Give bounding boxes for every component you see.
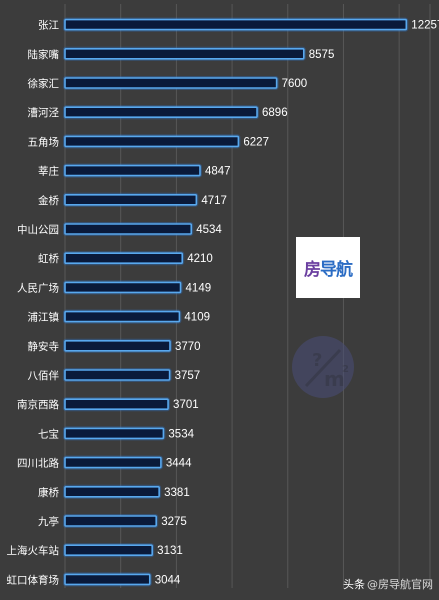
bar bbox=[64, 106, 258, 118]
bar bbox=[64, 310, 181, 323]
bar bbox=[64, 456, 162, 469]
value-label: 8575 bbox=[309, 49, 335, 61]
watermark-question: ? bbox=[312, 350, 322, 371]
category-label: 徐家汇 bbox=[28, 77, 60, 90]
bar bbox=[64, 281, 182, 294]
category-label: 康桥 bbox=[38, 486, 59, 499]
value-label: 4210 bbox=[187, 253, 213, 265]
category-label: 陆家嘴 bbox=[28, 48, 60, 61]
bar bbox=[64, 164, 201, 177]
footer-account: @房导航官网 bbox=[367, 578, 433, 591]
value-label: 3275 bbox=[161, 516, 187, 528]
value-label: 4534 bbox=[196, 224, 222, 236]
value-label: 3444 bbox=[166, 458, 192, 470]
bar bbox=[64, 18, 408, 31]
value-label: 4109 bbox=[184, 312, 210, 324]
category-label: 虹口体育场 bbox=[7, 573, 60, 586]
category-label: 虹桥 bbox=[38, 253, 59, 265]
category-label: 九亭 bbox=[38, 515, 59, 528]
bar bbox=[64, 427, 165, 440]
bar bbox=[64, 339, 171, 352]
category-label: 七宝 bbox=[38, 427, 59, 440]
bar bbox=[64, 194, 198, 206]
value-label: 6896 bbox=[262, 107, 288, 119]
grid bbox=[64, 4, 431, 588]
value-label: 3534 bbox=[168, 428, 194, 440]
brand-logo: 房导航 bbox=[296, 237, 360, 298]
logo-text-1: 房 bbox=[304, 260, 321, 280]
footer-source: 头条 bbox=[343, 578, 365, 591]
category-label: 张江 bbox=[38, 20, 59, 32]
bar bbox=[64, 398, 169, 411]
category-label: 金桥 bbox=[38, 194, 59, 207]
category-label: 八佰伴 bbox=[28, 369, 60, 382]
value-label: 3770 bbox=[175, 341, 201, 353]
value-label: 3757 bbox=[175, 370, 201, 382]
bar bbox=[64, 135, 240, 148]
value-label: 3044 bbox=[155, 574, 181, 586]
category-label: 四川北路 bbox=[17, 457, 59, 470]
price-watermark-icon: ? m 2 bbox=[292, 336, 354, 398]
watermark-m: m bbox=[324, 367, 345, 391]
bar bbox=[64, 485, 160, 498]
category-label: 南京西路 bbox=[17, 398, 59, 411]
value-label: 3381 bbox=[164, 487, 190, 499]
bar bbox=[64, 544, 153, 557]
category-label: 漕河泾 bbox=[28, 106, 60, 119]
value-label: 4717 bbox=[201, 195, 227, 207]
bar bbox=[64, 47, 305, 60]
bar bbox=[64, 369, 171, 381]
value-label: 4847 bbox=[205, 166, 231, 178]
category-label: 静安寺 bbox=[28, 340, 60, 353]
value-label: 7600 bbox=[282, 78, 308, 90]
bar bbox=[64, 573, 151, 586]
watermark-sup: 2 bbox=[342, 364, 349, 375]
source-footer: 头条 @房导航官网 bbox=[343, 576, 433, 592]
logo-text-2: 导航 bbox=[320, 260, 353, 280]
value-label: 3131 bbox=[157, 545, 183, 557]
value-label: 3701 bbox=[173, 399, 199, 411]
value-label: 4149 bbox=[186, 282, 212, 294]
category-label: 莘庄 bbox=[38, 165, 59, 178]
bar bbox=[64, 252, 184, 264]
category-label: 人民广场 bbox=[17, 281, 59, 294]
value-label: 6227 bbox=[243, 136, 269, 148]
bar bbox=[64, 223, 193, 235]
category-label: 中山公园 bbox=[17, 223, 59, 236]
bar bbox=[64, 77, 278, 89]
value-label: 12257 bbox=[411, 20, 439, 32]
bar bbox=[64, 515, 157, 527]
category-label: 浦江镇 bbox=[28, 311, 60, 324]
category-label: 五角场 bbox=[28, 135, 60, 148]
category-label: 上海火车站 bbox=[7, 544, 60, 557]
